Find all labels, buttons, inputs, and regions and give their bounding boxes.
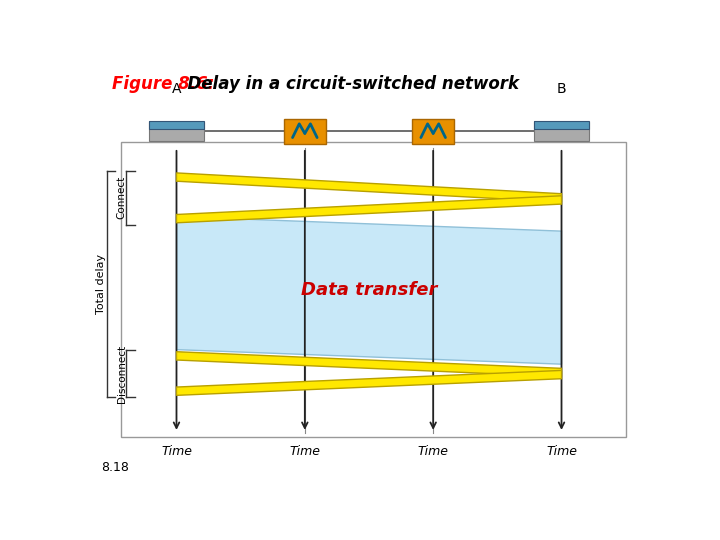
Text: B: B <box>557 82 567 96</box>
Text: Total delay: Total delay <box>96 254 106 314</box>
Text: Figure 8.6:: Figure 8.6: <box>112 75 215 93</box>
Bar <box>534 121 590 130</box>
Polygon shape <box>176 217 562 364</box>
Text: Data transfer: Data transfer <box>301 281 437 299</box>
Polygon shape <box>176 173 562 202</box>
Text: Connect: Connect <box>117 176 127 219</box>
Text: Delay in a circuit-switched network: Delay in a circuit-switched network <box>176 75 520 93</box>
Bar <box>534 122 590 141</box>
Text: Time: Time <box>289 446 320 458</box>
Polygon shape <box>176 370 562 395</box>
Text: Time: Time <box>161 446 192 458</box>
Text: Disconnect: Disconnect <box>117 345 127 403</box>
Polygon shape <box>176 352 562 377</box>
Text: A: A <box>172 82 181 96</box>
Bar <box>534 121 590 130</box>
Bar <box>284 119 325 144</box>
Text: Time: Time <box>418 446 449 458</box>
Polygon shape <box>176 196 562 223</box>
Bar <box>148 121 204 130</box>
Bar <box>148 121 204 130</box>
Bar <box>121 141 626 437</box>
Bar <box>413 119 454 144</box>
Text: 8.18: 8.18 <box>101 461 129 474</box>
Bar <box>148 122 204 141</box>
Text: Time: Time <box>546 446 577 458</box>
